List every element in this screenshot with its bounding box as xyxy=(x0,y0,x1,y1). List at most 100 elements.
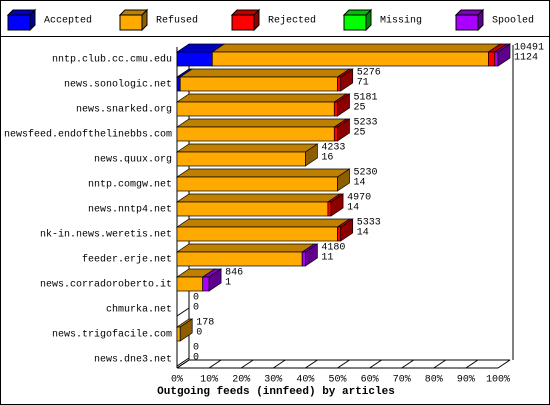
bar xyxy=(333,101,338,117)
legend-swatch xyxy=(119,14,143,31)
x-tick-label: 80% xyxy=(425,375,443,386)
bar xyxy=(176,151,306,167)
bar-top xyxy=(175,118,348,128)
y-tick-label: news.nntp4.net xyxy=(88,205,172,216)
x-tick xyxy=(497,359,511,369)
bar xyxy=(179,76,338,92)
bar xyxy=(202,276,210,292)
legend-label: Refused xyxy=(156,15,198,27)
x-tick-label: 40% xyxy=(296,375,314,386)
legend-swatch xyxy=(231,14,255,31)
x-tick-label: 60% xyxy=(361,375,379,386)
y-tick-label: news.sonologic.net xyxy=(64,79,172,91)
bar-side xyxy=(340,218,354,242)
bar-label: 5333 xyxy=(357,218,381,229)
bar-label: 0 xyxy=(193,343,199,354)
bar-label: 5230 xyxy=(354,168,378,179)
bar-label: 4233 xyxy=(321,143,345,154)
bar-label: 178 xyxy=(196,318,214,329)
bar xyxy=(176,176,338,192)
bar-top xyxy=(179,68,351,78)
y-tick-label: nntp.comgw.net xyxy=(88,180,172,191)
x-tick xyxy=(465,359,479,369)
bar-label: 14 xyxy=(347,203,359,214)
bar-label: 4970 xyxy=(347,193,371,204)
bar xyxy=(176,276,204,292)
bar-label: 846 xyxy=(225,268,243,279)
bar-label: 11 xyxy=(321,253,333,264)
bar-label: 5233 xyxy=(354,118,378,129)
legend-label: Rejected xyxy=(268,15,316,27)
bar-label: 10491 xyxy=(514,43,544,54)
bar xyxy=(333,126,338,142)
x-tick-label: 70% xyxy=(393,375,411,386)
bar-label: 0 xyxy=(193,353,199,364)
bar-label: 16 xyxy=(321,153,333,164)
y-tick-label: news.snarked.org xyxy=(76,104,172,116)
bar xyxy=(337,76,342,92)
bar xyxy=(176,326,181,342)
bar-side xyxy=(337,168,350,192)
bar xyxy=(337,226,342,242)
bar-label: 71 xyxy=(357,78,369,89)
bar xyxy=(176,126,335,142)
bar-side xyxy=(330,193,344,217)
bar-label: 14 xyxy=(357,228,369,239)
bar-label: 1 xyxy=(225,278,231,289)
x-tick xyxy=(273,359,286,369)
legend-swatch xyxy=(455,14,479,31)
y-tick-label: news.dne3.net xyxy=(94,354,172,366)
bar-side xyxy=(305,243,318,267)
x-tick xyxy=(208,359,222,369)
y-tick-label: nk-in.news.weretis.net xyxy=(40,229,172,241)
bar-top xyxy=(175,168,351,178)
bar-side xyxy=(337,93,350,117)
y-tick-label: news.corradoroberto.it xyxy=(40,279,172,291)
bar-top xyxy=(175,218,351,228)
x-tick-label: 10% xyxy=(200,375,218,386)
x-tick xyxy=(240,359,254,369)
bar-label: 0 xyxy=(193,303,199,314)
legend-swatch xyxy=(343,14,367,31)
y-tick-label: nntp.club.cc.cmu.edu xyxy=(52,54,172,66)
bar xyxy=(211,51,489,67)
bar xyxy=(494,51,499,67)
bar-top xyxy=(175,93,348,103)
legend-label: Missing xyxy=(380,15,422,27)
x-tick xyxy=(176,359,190,369)
x-tick-label: 50% xyxy=(328,375,346,386)
bar xyxy=(176,226,338,242)
bar-label: 5276 xyxy=(357,68,381,79)
legend-swatch xyxy=(7,14,31,31)
bar-label: 0 xyxy=(196,328,202,339)
legend-label: Spooled xyxy=(492,15,534,27)
bar-top xyxy=(211,43,502,53)
bar-side xyxy=(497,43,511,67)
bar-top xyxy=(175,143,319,153)
legend-label: Accepted xyxy=(44,15,92,27)
bar-top xyxy=(175,243,316,253)
x-tick-label: 90% xyxy=(457,375,475,386)
bar xyxy=(488,51,496,67)
bar-top xyxy=(175,193,342,203)
bar-label: 25 xyxy=(354,103,366,114)
x-tick xyxy=(305,359,318,369)
bar xyxy=(176,76,181,92)
x-tick xyxy=(337,359,350,369)
y-tick-label: newsfeed.endofthelinebbs.com xyxy=(4,129,172,141)
bar-label: 14 xyxy=(354,178,366,189)
bar-label: 5181 xyxy=(354,93,378,104)
x-tick xyxy=(401,359,414,369)
x-tick-label: 0% xyxy=(171,375,183,386)
x-tick xyxy=(369,359,382,369)
bar-label: 0 xyxy=(193,293,199,304)
bar-label: 4180 xyxy=(321,243,345,254)
x-tick-label: 30% xyxy=(264,375,282,386)
bar-label: 1124 xyxy=(514,53,538,64)
y-tick-label: news.trigofacile.com xyxy=(52,329,172,341)
bar xyxy=(176,201,329,217)
x-tick-label: 100% xyxy=(486,375,510,386)
y-tick-label: feeder.erje.net xyxy=(82,254,172,266)
